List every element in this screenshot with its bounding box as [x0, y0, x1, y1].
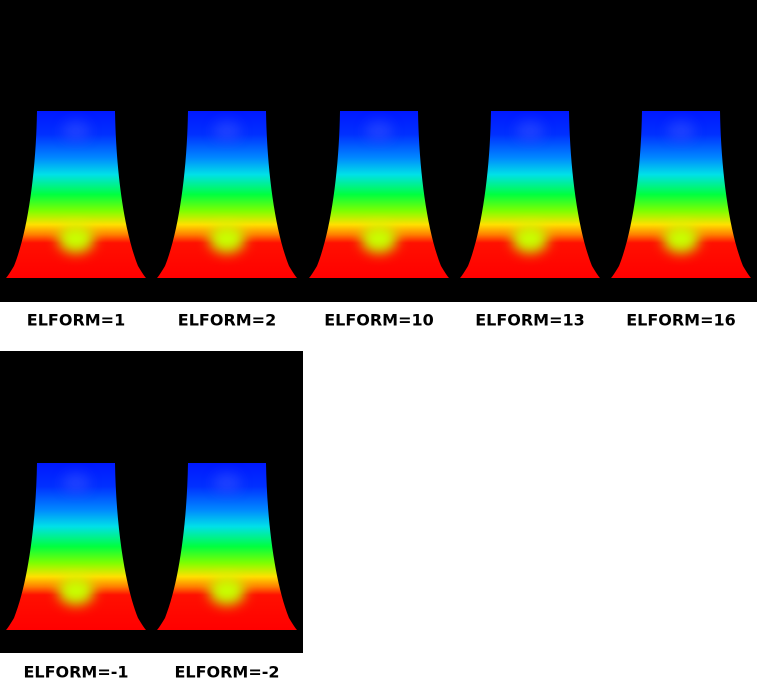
- caption: ELFORM=1: [27, 311, 125, 330]
- caption: ELFORM=-1: [23, 663, 128, 682]
- caption: ELFORM=-2: [174, 663, 279, 682]
- caption: ELFORM=2: [178, 311, 276, 330]
- caption: ELFORM=13: [475, 311, 585, 330]
- caption: ELFORM=10: [324, 311, 434, 330]
- caption: ELFORM=16: [626, 311, 736, 330]
